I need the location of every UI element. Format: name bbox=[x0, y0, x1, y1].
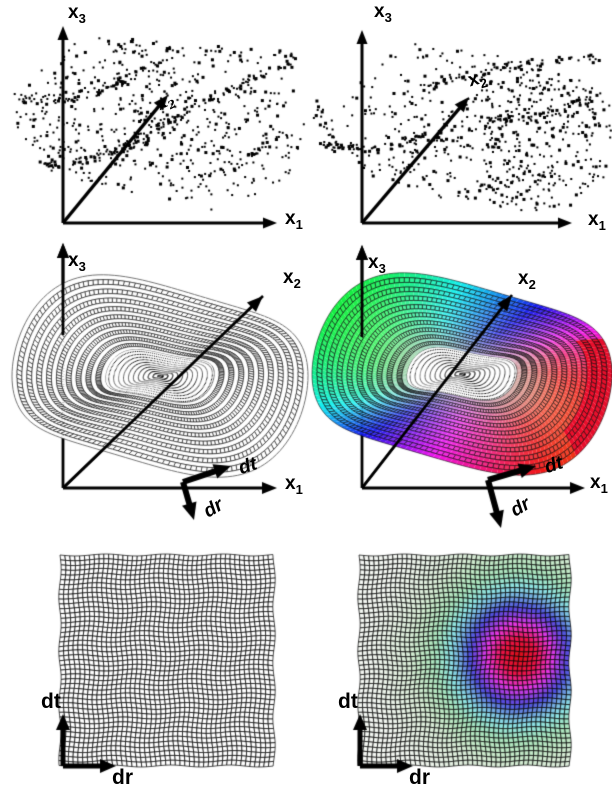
axis-letter: x bbox=[285, 208, 296, 229]
axis-subscript: 2 bbox=[528, 276, 536, 292]
scatter-right-x3-label: x3 bbox=[374, 2, 392, 24]
scatter-left-x3-label: x3 bbox=[68, 3, 86, 25]
axis-letter: x bbox=[590, 472, 601, 493]
surface-colored-x1-label: x1 bbox=[590, 473, 608, 495]
surface-colored-x2-label: x2 bbox=[518, 269, 536, 291]
axis-subscript: 3 bbox=[78, 10, 86, 26]
scatter-right-x1-label: x1 bbox=[588, 210, 606, 232]
axis-letter: x bbox=[518, 268, 529, 289]
axis-subscript: 2 bbox=[293, 275, 301, 291]
axis-subscript: 1 bbox=[295, 216, 303, 232]
axis-letter: x bbox=[68, 250, 79, 271]
map-colored-dt-label: dt bbox=[338, 690, 358, 713]
surface-wireframe-x1-label: x1 bbox=[285, 474, 303, 496]
scatter-left-x1-label: x1 bbox=[285, 209, 303, 231]
axis-subscript: 3 bbox=[378, 260, 386, 276]
axis-letter: x bbox=[368, 252, 379, 273]
axis-letter: x bbox=[68, 2, 79, 23]
axis-subscript: 3 bbox=[78, 258, 86, 274]
axis-subscript: 1 bbox=[598, 217, 606, 233]
map-plain-dr-label: dr bbox=[112, 766, 133, 789]
surface-wireframe-x3-label: x3 bbox=[68, 251, 86, 273]
axis-subscript: 1 bbox=[295, 481, 303, 497]
axis-subscript: 1 bbox=[600, 480, 608, 496]
axis-letter: x bbox=[588, 209, 599, 230]
map-colored-dr-label: dr bbox=[409, 766, 430, 789]
map-plain-dt-label: dt bbox=[41, 690, 61, 713]
axis-subscript: 3 bbox=[384, 9, 392, 25]
axis-letter: x bbox=[283, 267, 294, 288]
axis-letter: x bbox=[285, 473, 296, 494]
axis-letter: x bbox=[374, 1, 385, 22]
surface-colored-x3-label: x3 bbox=[368, 253, 386, 275]
surface-wireframe-x2-label: x2 bbox=[283, 268, 301, 290]
